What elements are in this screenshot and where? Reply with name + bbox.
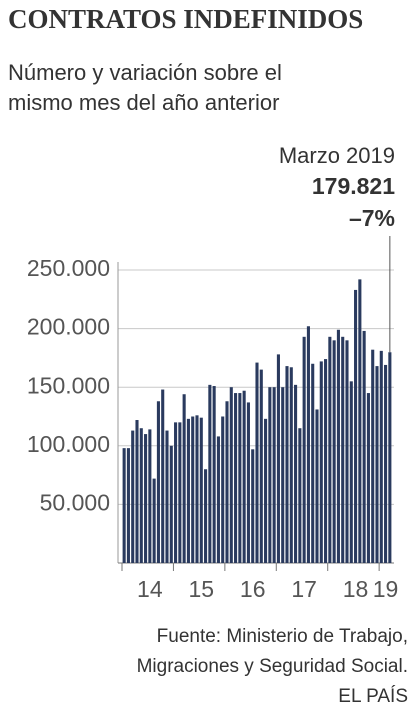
bar bbox=[178, 422, 182, 563]
annotation-change: –7% bbox=[349, 205, 395, 231]
bar bbox=[302, 336, 306, 563]
bar bbox=[354, 289, 358, 563]
bar bbox=[328, 336, 332, 563]
bar bbox=[208, 384, 212, 563]
bar bbox=[246, 402, 250, 563]
bar bbox=[165, 430, 169, 563]
bar bbox=[285, 366, 289, 563]
bar bbox=[306, 326, 310, 563]
bar bbox=[388, 352, 392, 563]
bar bbox=[242, 390, 246, 563]
bar bbox=[148, 429, 152, 563]
bar bbox=[135, 420, 139, 563]
bar bbox=[298, 428, 302, 563]
bar bbox=[264, 418, 268, 563]
bar bbox=[195, 415, 199, 563]
x-tick-label: 14 bbox=[137, 576, 163, 602]
bar bbox=[204, 469, 208, 563]
bar bbox=[216, 436, 220, 563]
bar bbox=[212, 386, 216, 563]
bar bbox=[191, 416, 195, 563]
source: Fuente: Ministerio de Trabajo, bbox=[157, 626, 408, 647]
bar bbox=[156, 401, 160, 563]
bar bbox=[366, 393, 370, 563]
subtitle: Número y variación sobre el bbox=[8, 60, 282, 85]
annotation-value: 179.821 bbox=[312, 173, 395, 199]
bar bbox=[131, 430, 135, 563]
bar bbox=[268, 387, 272, 563]
y-tick-label: 200.000 bbox=[27, 314, 110, 340]
bar bbox=[324, 359, 328, 563]
bar bbox=[311, 363, 315, 563]
bar bbox=[375, 366, 379, 563]
bar bbox=[315, 409, 319, 563]
x-tick-label: 15 bbox=[188, 576, 214, 602]
bar bbox=[341, 336, 345, 563]
bar bbox=[276, 354, 280, 563]
bar bbox=[319, 361, 323, 563]
bar bbox=[126, 448, 130, 563]
bar bbox=[238, 393, 242, 563]
bar bbox=[332, 340, 336, 563]
source: EL PAÍS bbox=[338, 686, 408, 707]
bar bbox=[281, 387, 285, 563]
bar bbox=[289, 367, 293, 563]
bar bbox=[122, 448, 126, 563]
bar bbox=[336, 329, 340, 563]
bar bbox=[349, 381, 353, 563]
bar bbox=[358, 279, 362, 563]
bar bbox=[225, 401, 229, 563]
bar bbox=[259, 369, 263, 563]
y-tick-label: 150.000 bbox=[27, 372, 110, 398]
bar bbox=[294, 384, 298, 563]
bar bbox=[199, 417, 203, 563]
y-tick-label: 50.000 bbox=[40, 489, 110, 515]
bar bbox=[384, 364, 388, 563]
source: Migraciones y Seguridad Social. bbox=[137, 656, 408, 677]
y-tick-label: 100.000 bbox=[27, 431, 110, 457]
bar bbox=[144, 434, 148, 563]
bar bbox=[186, 418, 190, 563]
x-tick-label: 19 bbox=[373, 576, 399, 602]
bar bbox=[221, 416, 225, 563]
bar bbox=[152, 478, 156, 563]
bar bbox=[229, 387, 233, 563]
bar bbox=[251, 449, 255, 563]
bar bbox=[234, 393, 238, 563]
bar bbox=[174, 422, 178, 563]
bar bbox=[371, 349, 375, 563]
bar bbox=[362, 330, 366, 563]
bar bbox=[182, 394, 186, 563]
bar bbox=[169, 445, 173, 563]
bar bbox=[272, 387, 276, 563]
bar bbox=[139, 428, 143, 563]
annotation-period: Marzo 2019 bbox=[279, 143, 395, 168]
x-tick-label: 18 bbox=[343, 576, 369, 602]
x-tick-label: 17 bbox=[291, 576, 317, 602]
y-tick-label: 250.000 bbox=[27, 255, 110, 281]
bar bbox=[379, 350, 383, 563]
bar bbox=[345, 340, 349, 563]
x-tick-label: 16 bbox=[240, 576, 266, 602]
subtitle: mismo mes del año anterior bbox=[8, 90, 279, 115]
bar bbox=[161, 389, 165, 563]
chart-title: CONTRATOS INDEFINIDOS bbox=[8, 4, 363, 34]
bar bbox=[255, 362, 259, 563]
